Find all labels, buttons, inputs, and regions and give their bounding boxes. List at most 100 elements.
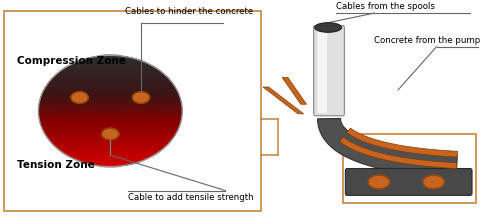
Ellipse shape: [70, 64, 150, 65]
Ellipse shape: [54, 144, 168, 146]
Text: Cables to hinder the concrete: Cables to hinder the concrete: [124, 7, 253, 16]
Ellipse shape: [102, 128, 119, 140]
Ellipse shape: [48, 83, 173, 84]
Ellipse shape: [78, 61, 143, 62]
Ellipse shape: [40, 101, 181, 102]
Ellipse shape: [60, 150, 161, 151]
Ellipse shape: [38, 106, 182, 108]
Ellipse shape: [66, 154, 154, 156]
Ellipse shape: [46, 134, 176, 135]
Ellipse shape: [44, 89, 176, 90]
Ellipse shape: [80, 60, 140, 61]
Ellipse shape: [39, 104, 182, 105]
Ellipse shape: [75, 62, 146, 63]
Ellipse shape: [58, 149, 162, 150]
Ellipse shape: [51, 142, 170, 143]
Ellipse shape: [44, 132, 176, 133]
Ellipse shape: [40, 96, 180, 98]
Ellipse shape: [100, 55, 120, 56]
Polygon shape: [318, 118, 458, 178]
Ellipse shape: [40, 120, 181, 121]
Ellipse shape: [50, 140, 172, 141]
Ellipse shape: [66, 66, 154, 68]
Ellipse shape: [40, 124, 180, 125]
Ellipse shape: [57, 148, 164, 149]
Ellipse shape: [38, 111, 182, 112]
FancyBboxPatch shape: [318, 29, 327, 113]
Ellipse shape: [39, 116, 182, 118]
Ellipse shape: [50, 80, 170, 81]
Ellipse shape: [44, 90, 177, 91]
Ellipse shape: [41, 95, 179, 97]
Ellipse shape: [52, 143, 168, 145]
Ellipse shape: [93, 56, 128, 58]
Ellipse shape: [75, 159, 146, 160]
Ellipse shape: [52, 78, 168, 79]
Ellipse shape: [54, 76, 168, 78]
Ellipse shape: [46, 86, 176, 88]
Ellipse shape: [68, 65, 152, 67]
Ellipse shape: [72, 63, 148, 64]
Ellipse shape: [47, 84, 174, 85]
Ellipse shape: [54, 75, 166, 76]
Ellipse shape: [64, 153, 156, 154]
Polygon shape: [282, 77, 306, 104]
Ellipse shape: [38, 113, 182, 114]
Bar: [4, 11, 261, 211]
Ellipse shape: [58, 72, 162, 73]
Ellipse shape: [78, 160, 143, 161]
Polygon shape: [340, 137, 457, 168]
Ellipse shape: [43, 130, 178, 131]
Ellipse shape: [40, 99, 180, 100]
Ellipse shape: [48, 82, 172, 83]
Ellipse shape: [39, 119, 182, 120]
Ellipse shape: [46, 135, 174, 137]
Ellipse shape: [44, 87, 176, 89]
Ellipse shape: [72, 158, 148, 159]
Ellipse shape: [42, 93, 178, 94]
Ellipse shape: [40, 100, 181, 101]
Ellipse shape: [42, 92, 178, 93]
Ellipse shape: [48, 138, 173, 139]
Ellipse shape: [314, 23, 342, 32]
Ellipse shape: [62, 69, 158, 70]
Ellipse shape: [42, 128, 178, 129]
Ellipse shape: [84, 162, 137, 163]
Ellipse shape: [42, 129, 178, 130]
Ellipse shape: [44, 133, 176, 134]
Ellipse shape: [46, 85, 174, 87]
Ellipse shape: [60, 71, 161, 72]
Ellipse shape: [38, 115, 182, 117]
Ellipse shape: [50, 141, 170, 142]
Ellipse shape: [100, 165, 120, 167]
Text: Compression Zone: Compression Zone: [18, 56, 126, 66]
Ellipse shape: [71, 92, 88, 103]
FancyBboxPatch shape: [346, 168, 472, 195]
Ellipse shape: [44, 131, 177, 132]
Ellipse shape: [48, 139, 172, 140]
Polygon shape: [263, 87, 304, 114]
Ellipse shape: [40, 122, 180, 123]
Ellipse shape: [38, 114, 182, 116]
Ellipse shape: [64, 68, 156, 69]
Ellipse shape: [43, 91, 178, 92]
Ellipse shape: [39, 102, 182, 103]
Ellipse shape: [88, 163, 133, 164]
Text: Cables from the spools: Cables from the spools: [336, 2, 434, 11]
Bar: [344, 134, 476, 203]
Ellipse shape: [56, 146, 165, 148]
Ellipse shape: [50, 81, 172, 82]
Ellipse shape: [51, 79, 170, 80]
Ellipse shape: [41, 125, 179, 127]
Ellipse shape: [54, 145, 166, 147]
Ellipse shape: [88, 57, 133, 59]
Ellipse shape: [42, 94, 179, 95]
Ellipse shape: [84, 59, 137, 60]
Ellipse shape: [39, 118, 182, 119]
FancyBboxPatch shape: [314, 25, 344, 116]
Ellipse shape: [38, 108, 182, 109]
Ellipse shape: [132, 92, 150, 103]
Ellipse shape: [42, 127, 179, 128]
Ellipse shape: [80, 161, 140, 162]
Text: Concrete from the pump: Concrete from the pump: [374, 36, 480, 45]
